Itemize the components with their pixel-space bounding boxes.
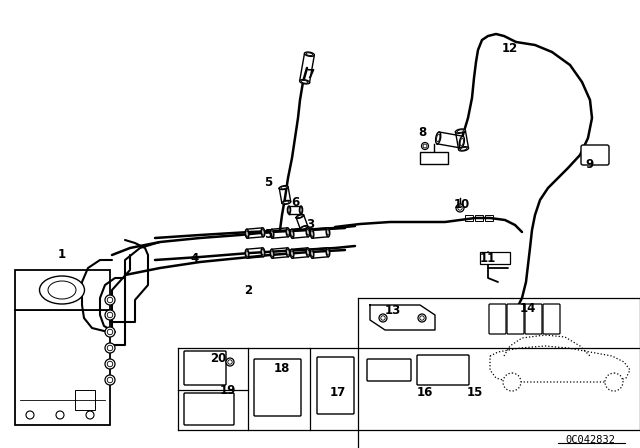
Bar [420, 152, 448, 164]
FancyBboxPatch shape [525, 304, 542, 334]
Ellipse shape [245, 229, 249, 238]
Bar [475, 215, 483, 221]
Circle shape [379, 314, 387, 322]
Text: 17: 17 [330, 385, 346, 399]
Text: 4: 4 [191, 251, 199, 264]
FancyBboxPatch shape [581, 145, 609, 165]
Text: 6: 6 [291, 195, 299, 208]
Ellipse shape [296, 214, 304, 218]
FancyBboxPatch shape [317, 357, 354, 414]
FancyBboxPatch shape [417, 355, 469, 385]
Text: 18: 18 [274, 362, 290, 375]
Ellipse shape [436, 132, 441, 144]
Text: 20: 20 [210, 352, 226, 365]
Ellipse shape [306, 228, 310, 237]
FancyBboxPatch shape [254, 359, 301, 416]
Ellipse shape [326, 228, 330, 237]
Text: 7: 7 [306, 69, 314, 82]
Text: 19: 19 [220, 383, 236, 396]
Ellipse shape [310, 229, 314, 238]
Ellipse shape [261, 248, 265, 257]
Bar [15, 270, 110, 310]
Ellipse shape [286, 228, 290, 237]
Ellipse shape [310, 249, 314, 258]
Ellipse shape [245, 249, 249, 258]
Ellipse shape [290, 249, 294, 258]
Ellipse shape [270, 229, 274, 238]
Ellipse shape [300, 206, 303, 214]
Text: 0C042832: 0C042832 [565, 435, 615, 445]
Bar [480, 252, 510, 264]
FancyBboxPatch shape [184, 393, 234, 425]
Ellipse shape [270, 249, 274, 258]
FancyBboxPatch shape [507, 304, 524, 334]
Ellipse shape [305, 52, 314, 56]
Text: 13: 13 [385, 303, 401, 316]
Text: 9: 9 [586, 159, 594, 172]
Text: 2: 2 [244, 284, 252, 297]
Text: 5: 5 [264, 176, 272, 189]
FancyBboxPatch shape [184, 351, 226, 385]
Ellipse shape [460, 136, 465, 148]
Ellipse shape [287, 206, 291, 214]
Text: 5: 5 [264, 228, 272, 241]
Ellipse shape [459, 146, 468, 151]
Circle shape [226, 358, 234, 366]
FancyBboxPatch shape [367, 359, 411, 381]
Circle shape [605, 373, 623, 391]
Text: 11: 11 [480, 251, 496, 264]
Text: 12: 12 [502, 42, 518, 55]
Bar [465, 215, 473, 221]
Circle shape [105, 359, 115, 369]
Circle shape [105, 295, 115, 305]
Text: 16: 16 [417, 385, 433, 399]
Ellipse shape [279, 185, 288, 190]
Text: 10: 10 [454, 198, 470, 211]
Circle shape [105, 343, 115, 353]
Polygon shape [490, 346, 630, 382]
Ellipse shape [306, 248, 310, 257]
Text: 15: 15 [467, 385, 483, 399]
Circle shape [105, 310, 115, 320]
Ellipse shape [40, 276, 84, 304]
Text: 14: 14 [520, 302, 536, 314]
Circle shape [418, 314, 426, 322]
Circle shape [105, 375, 115, 385]
Ellipse shape [261, 228, 265, 237]
Text: 3: 3 [306, 219, 314, 232]
Ellipse shape [282, 200, 291, 204]
Text: 8: 8 [418, 125, 426, 138]
FancyBboxPatch shape [489, 304, 506, 334]
Circle shape [422, 142, 429, 150]
Ellipse shape [326, 248, 330, 257]
Ellipse shape [300, 226, 308, 230]
Circle shape [456, 204, 464, 212]
Ellipse shape [286, 248, 290, 257]
Circle shape [105, 327, 115, 337]
Ellipse shape [290, 229, 294, 238]
Ellipse shape [456, 129, 465, 134]
Text: 1: 1 [58, 249, 66, 262]
Bar [15, 310, 110, 425]
Polygon shape [370, 305, 435, 330]
Bar [485, 215, 493, 221]
Ellipse shape [300, 80, 310, 84]
Bar [75, 390, 95, 410]
Circle shape [503, 373, 521, 391]
FancyBboxPatch shape [543, 304, 560, 334]
